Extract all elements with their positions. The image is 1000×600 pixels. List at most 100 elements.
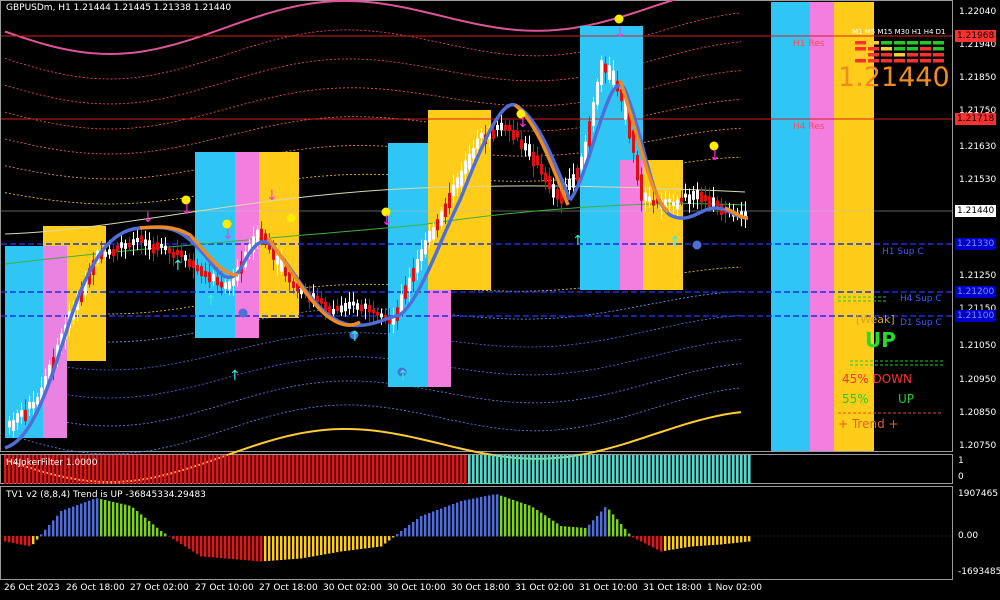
candle-body: [376, 311, 379, 316]
tv1-bar: [688, 536, 691, 547]
tv1-bar: [276, 536, 279, 561]
candle-body: [412, 268, 415, 282]
candle-body: [12, 420, 15, 431]
filter-bar: [556, 455, 559, 484]
tv1-bar: [476, 497, 479, 537]
candle-body: [708, 196, 711, 207]
signal-dot-yellow: [614, 14, 624, 24]
tv1-bar: [720, 536, 723, 545]
filter-bar: [480, 455, 483, 484]
filter-bar: [56, 455, 59, 484]
tv1-bar: [532, 507, 535, 537]
candle-body: [712, 197, 715, 209]
time-tick: 27 Oct 10:00: [195, 583, 254, 593]
candle-body: [704, 194, 707, 202]
tv1-bar: [300, 536, 303, 559]
candle-body: [120, 242, 123, 248]
joker-filter-histogram: [4, 455, 751, 484]
candle-body: [648, 196, 651, 202]
tv1-bar: [56, 515, 59, 537]
filter-bar: [524, 455, 527, 484]
tv1-bar: [120, 503, 123, 537]
candle-body: [644, 192, 647, 201]
candle-body: [8, 421, 11, 428]
tv1-bar: [12, 536, 15, 544]
tv1-bar: [556, 523, 559, 537]
filter-bar: [96, 455, 99, 484]
filter-bar: [568, 455, 571, 484]
candle-body: [532, 151, 535, 167]
filter-bar: [476, 455, 479, 484]
filter-bar: [176, 455, 179, 484]
tv1-bar: [492, 494, 495, 537]
candle-body: [416, 258, 419, 273]
candle-body: [468, 154, 471, 170]
price-tick: 1.20750: [959, 441, 997, 451]
filter-bar: [288, 455, 291, 484]
filter-bar: [640, 455, 643, 484]
tv1-bar: [92, 499, 95, 537]
tv1-bar: [304, 536, 307, 558]
tv1-bar: [656, 536, 659, 550]
time-tick: 30 Oct 18:00: [451, 583, 510, 593]
tv1-bar: [212, 536, 215, 558]
tf-cell: [933, 53, 944, 57]
candle-body: [560, 189, 563, 204]
tv1-bar: [604, 507, 607, 537]
tv1-bar: [248, 536, 251, 561]
tv1-bar: [400, 531, 403, 537]
sell-arrow-icon: ↓: [266, 188, 278, 204]
candle-body: [108, 249, 111, 255]
tv1-bar: [576, 527, 579, 537]
filter-bar: [572, 455, 575, 484]
signal-dot-blue: [238, 308, 248, 318]
tf-cell: [920, 47, 931, 51]
filter-bar: [168, 455, 171, 484]
tv1-bar: [36, 536, 39, 540]
filter-bar: [352, 455, 355, 484]
right-bar-pink: [810, 2, 834, 451]
filter-bar: [552, 455, 555, 484]
candle-body: [44, 376, 47, 391]
signal-dot-yellow: [381, 207, 391, 217]
filter-bar: [432, 455, 435, 484]
tf-cell: [933, 47, 944, 51]
filter-bar: [272, 455, 275, 484]
tv1-bar: [664, 536, 667, 551]
filter-bar: [72, 455, 75, 484]
candle-body: [192, 260, 195, 269]
filter-bar: [292, 455, 295, 484]
tv1-bar: [196, 536, 199, 554]
filter-bar: [728, 455, 731, 484]
tv1-bar: [416, 519, 419, 537]
candle-body: [576, 167, 579, 182]
candle-body: [252, 236, 255, 253]
candle-body: [284, 266, 287, 276]
candle-body: [464, 160, 467, 175]
tv1-bar: [520, 502, 523, 537]
filter-bar: [32, 455, 35, 484]
tv1-bar: [600, 511, 603, 537]
filter-bar: [676, 455, 679, 484]
tv1-axis-bottom: -1693485: [958, 567, 1000, 577]
filter-bar: [732, 455, 735, 484]
lower-band: [4, 363, 742, 427]
upper-band: [4, 41, 742, 105]
zone-cyan: [195, 152, 235, 338]
tf-cell: [855, 41, 866, 45]
price-tick: 1.21940: [959, 40, 997, 50]
candle-body: [312, 293, 315, 301]
tv1-bar: [428, 513, 431, 537]
candle-body: [496, 124, 499, 131]
price-tick: 1.21250: [959, 271, 997, 281]
time-tick: 31 Oct 02:00: [515, 583, 574, 593]
right-bar-yellow: [834, 2, 874, 451]
filter-bar: [144, 455, 147, 484]
filter-bar: [76, 455, 79, 484]
tv1-bar: [496, 494, 499, 537]
filter-bar: [236, 455, 239, 484]
filter-bar: [652, 455, 655, 484]
sell-arrow-icon: ↓: [222, 227, 234, 243]
tv1-bar: [8, 536, 11, 543]
